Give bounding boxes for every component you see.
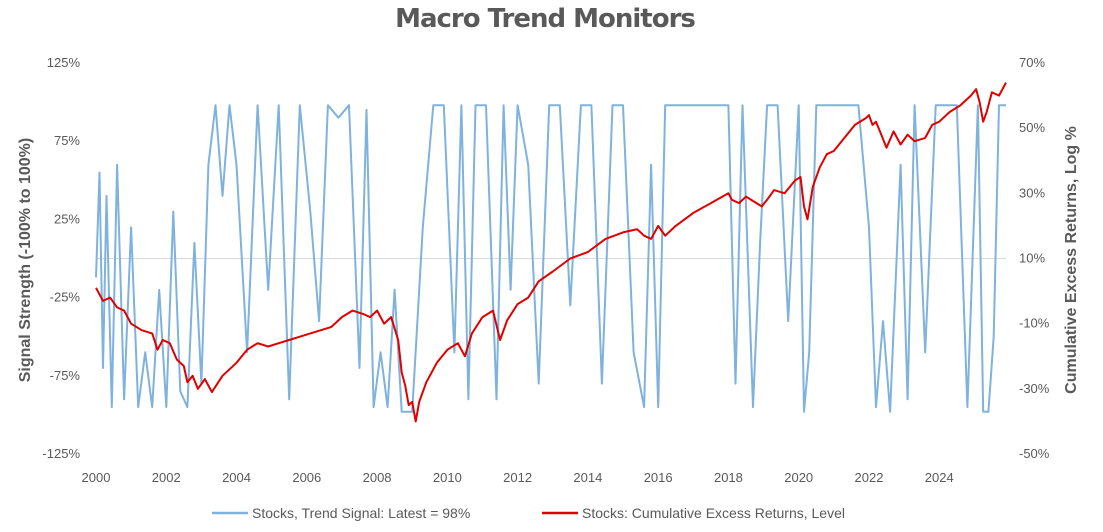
y-right-tick-label: 70%: [1019, 55, 1045, 70]
right-axis-ticks: 70% 50% 30% 10% -10% -30% -50%: [1019, 55, 1050, 461]
x-tick-label: 2022: [855, 470, 884, 485]
plot-area: 125% 75% 25% -25% -75% -125% 70% 50% 30% 10% -10%…: [42, 55, 1049, 485]
y-axis-right-title: Cumulative Excess Returns, Log %: [1063, 126, 1080, 394]
y-axis-left-title: Signal Strength (-100% to 100%): [17, 138, 34, 383]
series-trend-signal-line: [95, 104, 1006, 413]
y-right-tick-label: -30%: [1019, 381, 1050, 396]
x-tick-label: 2010: [433, 470, 462, 485]
legend: Stocks, Trend Signal: Latest = 98% Stock…: [212, 505, 845, 521]
x-tick-label: 2024: [925, 470, 954, 485]
y-left-tick-label: 125%: [47, 55, 81, 70]
y-left-tick-label: -25%: [50, 290, 81, 305]
x-axis-ticks: 2000 2002 2004 2006 2008 2010 2012 2014 2016 2018…: [82, 470, 954, 485]
x-tick-label: 2014: [573, 470, 602, 485]
y-right-tick-label: -50%: [1019, 446, 1050, 461]
y-right-tick-label: 30%: [1019, 185, 1045, 200]
y-right-tick-label: 10%: [1019, 251, 1045, 266]
y-right-tick-label: -10%: [1019, 316, 1050, 331]
x-tick-label: 2018: [714, 470, 743, 485]
y-left-tick-label: -125%: [42, 446, 80, 461]
y-left-tick-label: 75%: [54, 133, 80, 148]
y-left-tick-label: -75%: [50, 368, 81, 383]
x-tick-label: 2006: [292, 470, 321, 485]
x-tick-label: 2008: [363, 470, 392, 485]
series-cumulative-returns-line: [95, 82, 1007, 423]
left-axis-ticks: 125% 75% 25% -25% -75% -125%: [42, 55, 80, 461]
x-tick-label: 2000: [82, 470, 111, 485]
legend-label-trend-signal: Stocks, Trend Signal: Latest = 98%: [252, 505, 470, 521]
chart-title: Macro Trend Monitors: [395, 4, 695, 34]
x-tick-label: 2012: [503, 470, 532, 485]
x-tick-label: 2004: [222, 470, 251, 485]
x-tick-label: 2002: [152, 470, 181, 485]
x-tick-label: 2016: [644, 470, 673, 485]
y-right-tick-label: 50%: [1019, 120, 1045, 135]
y-left-tick-label: 25%: [54, 211, 80, 226]
legend-label-cumulative-returns: Stocks: Cumulative Excess Returns, Level: [582, 505, 845, 521]
x-tick-label: 2020: [784, 470, 813, 485]
